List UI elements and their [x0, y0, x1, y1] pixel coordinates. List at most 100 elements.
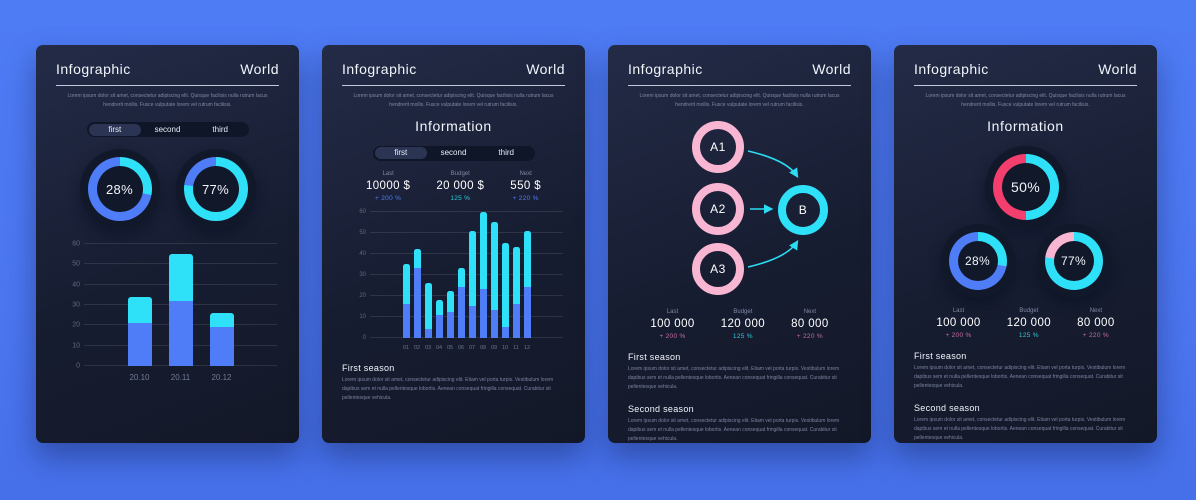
bar-segment-bottom: [168, 300, 193, 366]
donut-plate: 77%: [1036, 223, 1111, 298]
card-header: Infographic World: [56, 61, 279, 77]
card-subtitle: Lorem ipsum dolor sit amet, consectetur …: [925, 93, 1126, 108]
node-a3: A3: [692, 243, 744, 295]
header-rule: [628, 85, 851, 86]
arrow-a1-to-b: [747, 150, 799, 179]
season-heading: First season: [914, 350, 967, 361]
x-axis-label: 20.12: [211, 373, 232, 382]
stat-label: Budget: [1019, 307, 1039, 314]
stat-value: 100 000: [936, 316, 981, 329]
gridline: [84, 243, 277, 244]
donut-chart-50: 50%: [992, 153, 1059, 220]
y-axis-tick: 0: [76, 362, 80, 370]
season-text: Lorem ipsum dolor sit amet, consectetur …: [628, 366, 840, 390]
y-axis-tick: 20: [359, 292, 366, 299]
bar-segment-bottom: [413, 268, 421, 338]
bar-segment-top: [435, 299, 443, 315]
stat-budget: Budget 20 000 $ 125 %: [436, 171, 484, 202]
poster-canvas: Infographic World Lorem ipsum dolor sit …: [36, 45, 1157, 444]
card-title: Infographic: [628, 61, 703, 77]
bar-11: [512, 247, 520, 338]
header-rule: [342, 85, 565, 86]
stat-last: Last 100 000 + 200 %: [936, 308, 980, 339]
x-axis-label: 07: [468, 344, 476, 351]
tab-first[interactable]: first: [88, 123, 142, 136]
bar-08: [479, 211, 487, 338]
bar-segment-top: [523, 230, 531, 288]
section-heading: Information: [415, 118, 492, 134]
bar-04: [435, 299, 443, 338]
donut-chart-77: 77%: [1044, 231, 1103, 290]
bar-02: [413, 249, 421, 338]
card-title: Infographic: [56, 61, 131, 77]
bar-segment-bottom: [435, 314, 443, 338]
bar-segment-top: [168, 254, 193, 301]
bar-09: [490, 222, 498, 338]
season-block: First season Lorem ipsum dolor sit amet,…: [342, 363, 565, 403]
bar-segment-top: [446, 291, 454, 313]
card-header: Infographic World: [342, 61, 565, 77]
y-axis-tick: 30: [359, 271, 366, 278]
donut-plate: 28%: [79, 149, 160, 229]
section-heading: Information: [987, 118, 1064, 134]
y-axis-tick: 0: [362, 334, 366, 341]
donut-cluster: 50% 28% 77%: [914, 145, 1137, 298]
gridline: [370, 336, 563, 338]
bar-segment-bottom: [468, 306, 476, 338]
tab-second[interactable]: second: [440, 148, 467, 158]
x-axis-label: 05: [446, 344, 454, 351]
donut-chart-28: 28%: [87, 157, 152, 221]
node-b: B: [778, 185, 828, 235]
bar-segment-bottom: [446, 312, 454, 338]
season-block: Second season Lorem ipsum dolor sit amet…: [628, 404, 851, 444]
stat-label: Last: [382, 170, 394, 177]
x-axis-label: 08: [479, 344, 487, 351]
brand-name: World: [1098, 61, 1137, 77]
bar-03: [424, 283, 432, 338]
flow-arrows: [747, 150, 799, 268]
stat-value: 100 000: [650, 318, 695, 330]
x-axis-label: 01: [402, 344, 410, 351]
tab-third[interactable]: third: [498, 148, 514, 158]
season-heading: Second season: [914, 402, 980, 413]
x-axis-label: 06: [457, 344, 465, 351]
stat-label: Next: [1089, 307, 1103, 314]
bar-segment-bottom: [424, 329, 432, 338]
bar-chart-monthly: 0 10 20 30 40 50 60 01 02 03 04 05 06 07 08 09 10 11 12: [359, 209, 563, 351]
bar-20.11: [168, 254, 193, 366]
tab-first[interactable]: first: [374, 147, 428, 160]
bar-segment-top: [402, 264, 410, 305]
y-axis-tick: 10: [359, 313, 366, 320]
node-a2: A2: [692, 183, 744, 235]
header-rule: [914, 85, 1137, 86]
stat-label: Budget: [450, 170, 470, 177]
card-header: Infographic World: [914, 61, 1137, 77]
node-label: A3: [710, 262, 726, 276]
bar-segment-top: [424, 283, 432, 330]
season-heading: First season: [628, 352, 681, 362]
stat-delta: + 200 %: [945, 331, 972, 339]
bar-segment-top: [209, 313, 234, 328]
gridline: [370, 273, 563, 275]
bar-12: [523, 230, 531, 338]
stat-value: 10000 $: [365, 179, 411, 192]
stat-next: Next 80 000 + 220 %: [1077, 308, 1115, 339]
bar-segment-bottom: [402, 304, 410, 338]
card-title: Infographic: [914, 61, 989, 77]
bar-01: [402, 264, 410, 338]
tab-second[interactable]: second: [154, 124, 181, 134]
donut-plate: 50%: [984, 145, 1067, 228]
donut-chart-77: 77%: [183, 157, 248, 221]
flow-diagram: A1 A2 A3 B: [628, 117, 851, 303]
brand-name: World: [812, 61, 851, 77]
x-axis-label: 12: [523, 344, 531, 351]
bar-segment-bottom: [209, 327, 234, 366]
y-axis-tick: 40: [359, 250, 366, 257]
bar-segment-bottom: [457, 287, 465, 338]
stats-row: Last 10000 $ + 200 % Budget 20 000 $ 125…: [342, 171, 565, 202]
y-axis-tick: 50: [72, 260, 80, 268]
stat-last: Last 10000 $ + 200 %: [366, 171, 410, 202]
tab-third[interactable]: third: [212, 124, 228, 134]
bar-segment-top: [512, 247, 520, 305]
stat-delta: + 200 %: [659, 333, 686, 340]
